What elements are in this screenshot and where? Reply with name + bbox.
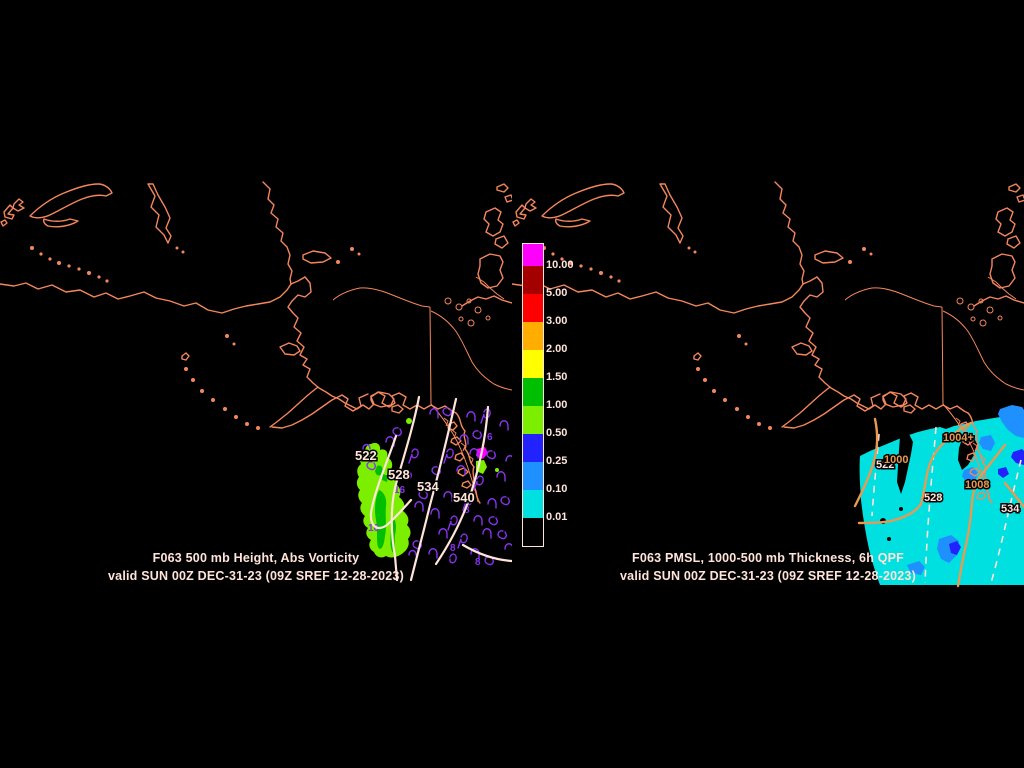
colorbar-swatch-0.10 <box>523 462 543 490</box>
map-500mb-vorticity: 16 16 8 8 8 6 522 528 534 540 <box>0 181 512 582</box>
colorbar-label: 10.00 <box>546 259 574 271</box>
vorticity-value-label: 8 <box>450 543 456 554</box>
colorbar-swatch-10.00 <box>523 244 543 266</box>
vorticity-value-label: 16 <box>394 485 406 496</box>
colorbar-swatch-0.50 <box>523 406 543 434</box>
thickness-label-522: 522 <box>876 459 894 471</box>
pmsl-isobars: 1000 1004+ 1008 <box>853 417 1024 588</box>
right-panel-valid-time: valid SUN 00Z DEC-31-23 (09Z SREF 12-28-… <box>620 569 916 583</box>
thickness-label-534: 534 <box>1001 503 1020 515</box>
colorbar-label: 5.00 <box>546 287 568 299</box>
colorbar-swatch-1.00 <box>523 378 543 406</box>
thickness-contours: 522 528 534 <box>871 426 1022 584</box>
qpf-fill-areas <box>859 405 1024 585</box>
height-contour-label-528: 528 <box>388 467 410 482</box>
vorticity-value-label: 6 <box>487 432 493 443</box>
colorbar-swatch-2.00 <box>523 322 543 350</box>
vorticity-value-label: 8 <box>464 505 470 516</box>
panel-pmsl-thickness-qpf: 522 528 534 1000 1004+ 1008 F063 PMSL, 1… <box>512 0 1024 768</box>
colorbar-label: 0.01 <box>546 511 568 523</box>
colorbar-label: 0.25 <box>546 455 568 467</box>
colorbar-label: 0.50 <box>546 427 568 439</box>
vorticity-value-label: 16 <box>368 523 380 534</box>
colorbar-swatch-empty <box>523 518 543 546</box>
map-pmsl-thickness-qpf: 522 528 534 1000 1004+ 1008 <box>512 181 1024 588</box>
isobar-label-1000: 1000 <box>884 454 908 466</box>
height-contour-label-534: 534 <box>417 479 439 494</box>
thickness-label-528: 528 <box>924 492 942 504</box>
height-contour-label-522: 522 <box>355 448 377 463</box>
left-panel-title: F063 500 mb Height, Abs Vorticity <box>152 551 360 565</box>
qpf-colorbar <box>522 243 544 547</box>
left-panel-valid-time: valid SUN 00Z DEC-31-23 (09Z SREF 12-28-… <box>108 569 404 583</box>
right-panel-title: F063 PMSL, 1000-500 mb Thickness, 6h QPF <box>632 551 904 565</box>
isobar-label-1008: 1008 <box>965 479 989 491</box>
panel-500mb-vorticity: 16 16 8 8 8 6 522 528 534 540 F063 500 m… <box>0 181 512 583</box>
height-contour-label-540: 540 <box>453 490 475 505</box>
colorbar-swatch-3.00 <box>523 294 543 322</box>
colorbar-label: 0.10 <box>546 483 568 495</box>
isobar-label-1004: 1004+ <box>943 432 974 444</box>
colorbar-swatch-5.00 <box>523 266 543 294</box>
height-contours: 522 528 534 540 <box>354 395 512 582</box>
colorbar-swatch-0.01 <box>523 490 543 518</box>
vorticity-value-label: 8 <box>475 557 481 568</box>
colorbar-swatch-1.50 <box>523 350 543 378</box>
colorbar-label: 1.50 <box>546 371 568 383</box>
colorbar-swatch-0.25 <box>523 434 543 462</box>
colorbar-label: 1.00 <box>546 399 568 411</box>
colorbar-label: 2.00 <box>546 343 568 355</box>
vorticity-contours: 16 16 8 8 8 6 <box>362 407 512 568</box>
colorbar-label: 3.00 <box>546 315 568 327</box>
